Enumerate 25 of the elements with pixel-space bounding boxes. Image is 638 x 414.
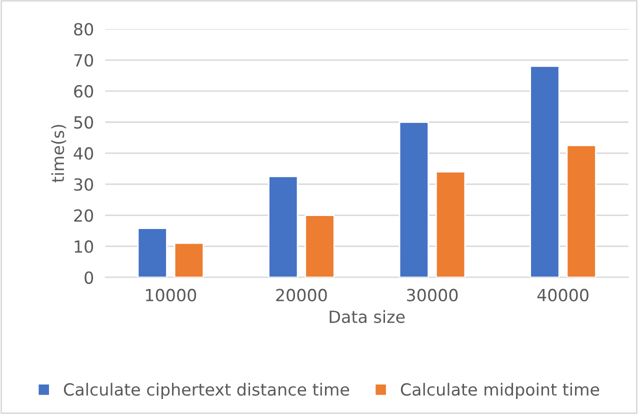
- y-tick-label: 70: [74, 54, 94, 67]
- x-tick-label: 40000: [537, 288, 588, 302]
- y-tick-label: 0: [84, 271, 94, 284]
- bar: [530, 66, 560, 278]
- y-tick-label: 10: [74, 240, 94, 253]
- y-axis-title: time(s): [51, 124, 66, 182]
- y-tick-label: 30: [74, 178, 94, 191]
- y-tick-label: 20: [74, 209, 94, 222]
- y-tick-label: 60: [74, 85, 94, 98]
- bar: [435, 171, 466, 278]
- y-tick-label: 50: [74, 116, 94, 129]
- x-axis-title: Data size: [330, 310, 405, 324]
- x-tick-label: 10000: [146, 288, 196, 302]
- x-tick-label: 20000: [276, 288, 327, 302]
- x-tick-label: 30000: [407, 288, 458, 302]
- bar: [174, 242, 204, 278]
- legend-label: Calculate midpoint time: [400, 382, 600, 399]
- bar: [566, 144, 596, 278]
- y-tick-label: 40: [74, 147, 94, 160]
- legend-label: Calculate ciphertext distance time: [64, 382, 350, 399]
- y-tick-label: 80: [74, 22, 94, 36]
- bar: [268, 176, 298, 278]
- bar: [398, 121, 430, 278]
- bar: [304, 214, 335, 278]
- bar: [137, 228, 168, 278]
